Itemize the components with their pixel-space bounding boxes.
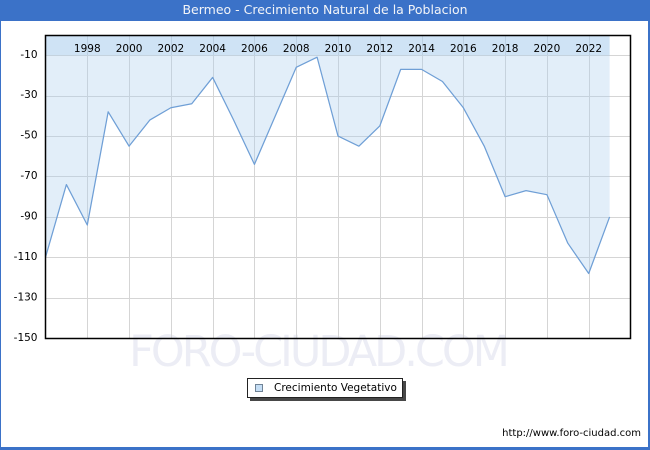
chart-title: Bermeo - Crecimiento Natural de la Pobla… bbox=[0, 0, 650, 21]
x-tick-label: 2002 bbox=[157, 43, 184, 55]
legend-label: Crecimiento Vegetativo bbox=[274, 382, 397, 394]
x-tick-label: 2018 bbox=[492, 43, 519, 55]
plot-border bbox=[44, 34, 632, 340]
watermark: FORO-CIUDAD.COM bbox=[129, 327, 510, 377]
frame-bottom-bar bbox=[0, 447, 650, 450]
series-line bbox=[44, 56, 611, 275]
x-tick-label: 2012 bbox=[366, 43, 393, 55]
y-tick-label: -110 bbox=[14, 251, 38, 263]
footer-url[interactable]: http://www.foro-ciudad.com bbox=[502, 428, 641, 439]
x-tick-label: 2016 bbox=[450, 43, 477, 55]
x-tick-label: 2000 bbox=[116, 43, 143, 55]
y-tick-label: -10 bbox=[20, 49, 37, 61]
legend-box: Crecimiento Vegetativo bbox=[247, 378, 403, 398]
x-tick-label: 2020 bbox=[534, 43, 561, 55]
y-tick-label: -30 bbox=[20, 89, 37, 101]
series-area-fill bbox=[45, 35, 610, 274]
x-tick-label: 1998 bbox=[74, 43, 101, 55]
frame-left-edge bbox=[0, 0, 1, 450]
x-tick-label: 2010 bbox=[325, 43, 352, 55]
x-tick-label: 2022 bbox=[575, 43, 602, 55]
y-tick-label: -70 bbox=[20, 170, 37, 182]
x-tick-label: 2014 bbox=[408, 43, 435, 55]
y-tick-label: -130 bbox=[14, 291, 38, 303]
x-tick-label: 2008 bbox=[283, 43, 310, 55]
x-tick-label: 2004 bbox=[199, 43, 226, 55]
y-tick-label: -90 bbox=[20, 211, 37, 223]
y-tick-label: -150 bbox=[14, 332, 38, 344]
x-tick-label: 2006 bbox=[241, 43, 268, 55]
frame-right-edge bbox=[648, 0, 650, 450]
legend-swatch bbox=[255, 384, 263, 392]
xaxis-band bbox=[45, 35, 610, 56]
y-tick-label: -50 bbox=[20, 130, 37, 142]
